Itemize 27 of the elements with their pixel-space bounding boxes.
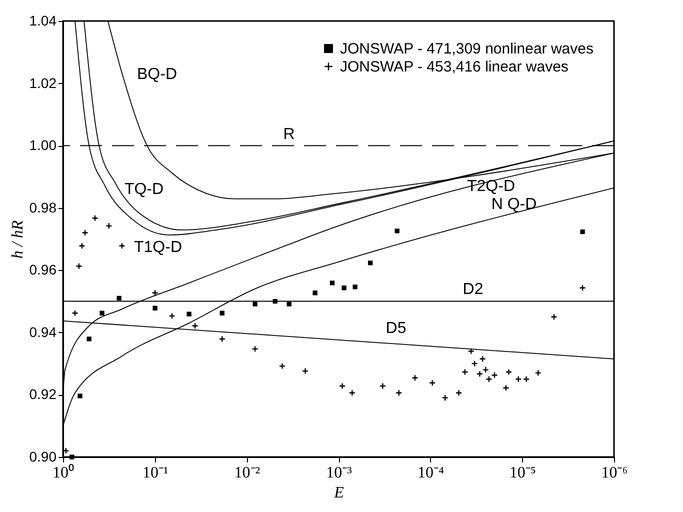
x-tick-label: 10⁻⁵ bbox=[509, 464, 536, 482]
x-tick-label: 10⁻¹ bbox=[142, 464, 168, 482]
y-tick-label: 0.94 bbox=[29, 324, 57, 340]
x-tick-label: 10⁻² bbox=[234, 464, 260, 482]
legend-label: JONSWAP - 453,416 linear waves bbox=[340, 58, 568, 76]
y-tick-label: 1.04 bbox=[29, 12, 57, 28]
ref-line-label: R bbox=[283, 126, 295, 143]
y-tick-label: 1.02 bbox=[29, 74, 57, 91]
y-tick-label: 0.98 bbox=[29, 199, 57, 216]
y-axis-title: h / hR bbox=[9, 220, 26, 259]
x-tick-label: 10⁻⁴ bbox=[418, 464, 445, 482]
series-label: T2Q-D bbox=[467, 178, 515, 195]
legend-label: JONSWAP - 471,309 nonlinear waves bbox=[340, 40, 594, 58]
y-tick-label: 0.96 bbox=[29, 262, 57, 278]
x-tick-label: 10⁻⁶ bbox=[601, 464, 628, 482]
y-tick-label: 1.00 bbox=[29, 137, 57, 154]
x-tick-label: 10⁻³ bbox=[326, 464, 352, 482]
series-label: TQ-D bbox=[124, 181, 164, 198]
x-tick-label: 10⁰ bbox=[52, 464, 74, 482]
series-label: T1Q-D bbox=[134, 239, 182, 256]
y-tick-label: 0.90 bbox=[29, 448, 57, 464]
y-tick-label: 0.92 bbox=[29, 386, 57, 402]
ref-line-label: D2 bbox=[462, 281, 484, 298]
series-label: N Q-D bbox=[491, 196, 537, 213]
series-label: BQ-D bbox=[137, 66, 177, 83]
series-label: D5 bbox=[386, 320, 406, 337]
x-axis-title: E bbox=[333, 484, 344, 502]
